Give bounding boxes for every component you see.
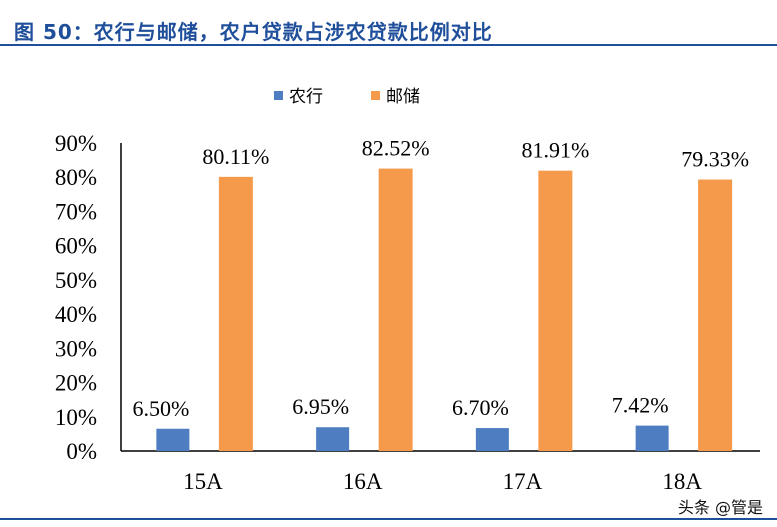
legend-swatch (371, 91, 380, 100)
data-label: 82.52% (362, 136, 430, 161)
bar-series2 (698, 179, 733, 451)
y-tick-label: 10% (55, 405, 97, 430)
y-tick-label: 30% (55, 336, 97, 361)
y-tick-label: 0% (66, 439, 97, 464)
data-label: 6.95% (292, 394, 349, 419)
bar-series1 (156, 428, 190, 451)
bar-series1 (475, 428, 509, 451)
figure-title: 图 50：农行与邮储，农户贷款占涉农贷款比例对比 (14, 20, 493, 44)
data-label: 81.91% (521, 138, 589, 163)
y-tick-label: 90% (55, 131, 97, 156)
data-label: 80.11% (202, 144, 269, 169)
x-tick-label: 16A (343, 469, 383, 494)
data-label: 7.42% (612, 393, 669, 418)
y-tick-label: 50% (55, 268, 97, 293)
header: 图 50：农行与邮储，农户贷款占涉农贷款比例对比 (0, 0, 777, 44)
y-tick-label: 60% (55, 234, 97, 259)
data-label: 6.70% (452, 395, 509, 420)
y-tick-label: 80% (55, 165, 97, 190)
legend-swatch (274, 91, 283, 100)
bar-chart: 0% 10% 20% 30% 40% 50% 60% 70% 80% 90% 6.50% 80.11%… (55, 87, 760, 494)
x-tick-label: 17A (503, 469, 543, 494)
bar-series1 (316, 427, 350, 451)
data-label: 79.33% (681, 147, 749, 172)
bar-series1 (635, 425, 669, 451)
legend-label: 农行 (289, 87, 323, 107)
x-tick-label: 15A (183, 469, 223, 494)
y-tick-label: 40% (55, 302, 97, 327)
x-tick-label: 18A (662, 469, 702, 494)
title-divider (0, 44, 777, 46)
legend-label: 邮储 (386, 87, 420, 107)
bar-series2 (378, 168, 413, 452)
bar-series2 (218, 176, 253, 452)
bar-series2 (538, 170, 573, 451)
y-tick-label: 70% (55, 199, 97, 224)
watermark: 头条 @管是 (677, 498, 763, 517)
bottom-divider (0, 518, 777, 520)
y-tick-label: 20% (55, 371, 97, 396)
data-label: 6.50% (132, 396, 189, 421)
